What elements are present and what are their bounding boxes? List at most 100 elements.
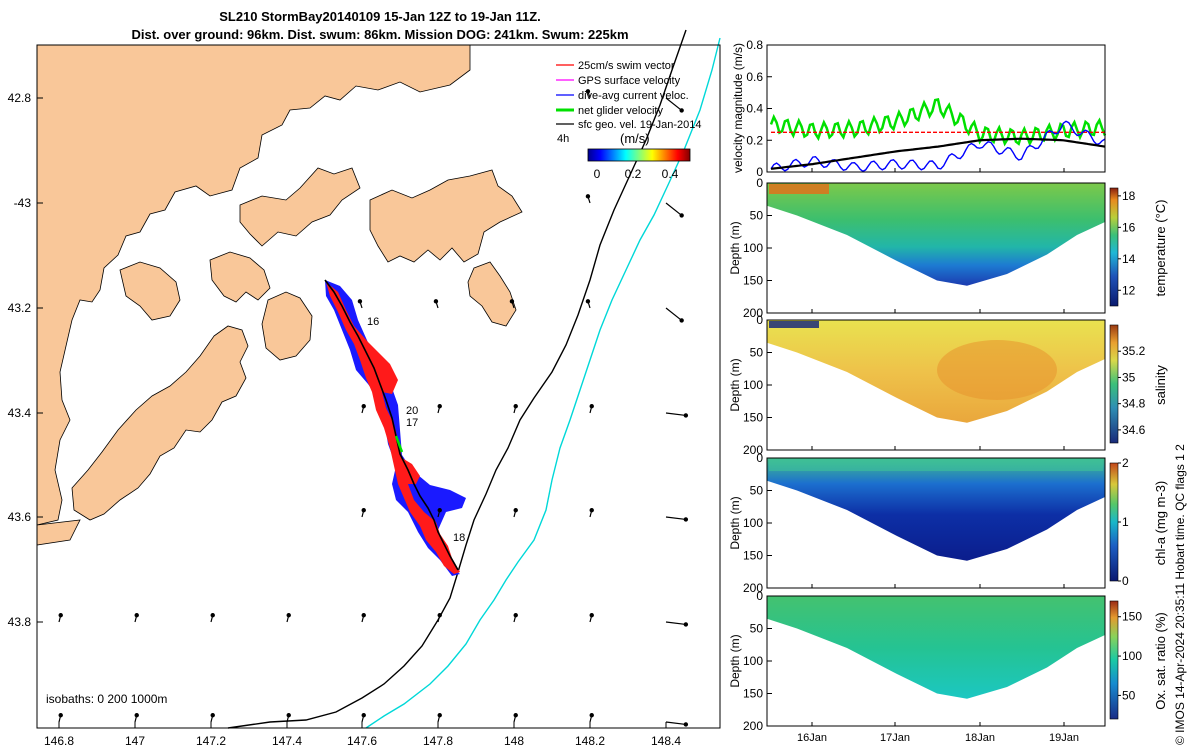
legend-colorbar-title: (m/s)	[620, 131, 650, 146]
legend-sfc-label: sfc geo. vel. 19-Jan-2014	[578, 119, 702, 131]
lat-tick-label: 43.6	[8, 510, 32, 524]
depth-tick-label: 150	[743, 549, 763, 563]
lon-tick-label: 147.8	[423, 734, 453, 748]
sfc-velocity-arrowhead	[509, 299, 515, 304]
colorbar-label: Ox. sat. ratio (%)	[1153, 612, 1168, 710]
depth-ylabel: Depth (m)	[728, 496, 742, 549]
depth-tick-label: 150	[743, 411, 763, 425]
velocity-series-line	[770, 120, 1106, 173]
sfc-velocity-arrowhead	[210, 713, 215, 718]
colorbar-label: salinity	[1153, 365, 1168, 405]
colorbar	[1109, 324, 1119, 444]
depth-tick-label: 50	[750, 622, 764, 636]
depth-tick-label: 0	[756, 313, 763, 327]
colorbar-tick-label: 34.8	[1122, 397, 1146, 411]
lon-tick-label: 146.8	[44, 734, 74, 748]
sfc-velocity-arrowhead	[585, 194, 591, 199]
colorbar-tick-label: 50	[1122, 688, 1136, 702]
lon-tick-label: 147	[125, 734, 145, 748]
time-axis: 16Jan 17Jan 18Jan 19Jan	[797, 168, 1079, 744]
legend-interval: 4h	[557, 133, 569, 145]
depth-tick-label: 0	[756, 589, 763, 603]
map-panel: 16 20 17 18 isobaths: 0 200 1000m 25cm/s…	[8, 29, 721, 748]
sfc-velocity-arrowhead	[513, 508, 518, 513]
sfc-velocity-arrowhead	[513, 713, 518, 718]
depth-tick-label: 100	[743, 378, 763, 392]
velocity-series-line	[769, 98, 1107, 147]
sfc-velocity-arrowhead	[437, 404, 442, 409]
land-peninsula-north	[239, 167, 361, 247]
legend-current-label: dive-avg current veloc.	[578, 90, 689, 102]
sfc-velocity-arrowhead	[361, 404, 366, 409]
sfc-velocity-arrowhead	[58, 713, 63, 718]
sfc-velocity-arrowhead	[683, 622, 689, 627]
legend-net-label: net glider velocity	[578, 105, 663, 117]
lon-tick-label: 148.4	[651, 734, 681, 748]
lon-tick-label: 148	[504, 734, 524, 748]
colorbar	[1109, 187, 1119, 307]
sfc-velocity-arrowhead	[437, 613, 442, 618]
map-axes: 146.8 147 147.2 147.4 147.6 147.8 148 148.2 148.…	[8, 91, 682, 748]
velocity-axis: 0 0.2 0.4 0.6 0.8	[746, 38, 772, 179]
sfc-velocity-arrowhead	[361, 613, 366, 618]
land-south-headland	[209, 251, 271, 303]
sfc-velocity-arrow	[665, 621, 686, 626]
depth-tick-label: 200	[743, 581, 763, 595]
sfc-velocity-arrowhead	[589, 713, 594, 718]
colorbar-tick-0: 0	[594, 167, 601, 181]
sfc-velocity-arrowhead	[679, 318, 684, 323]
day-label-20: 20	[406, 405, 418, 417]
sfc-velocity-arrowhead	[286, 613, 291, 618]
sfc-velocity-arrowhead	[589, 613, 594, 618]
time-tick-label: 17Jan	[880, 732, 910, 744]
lon-tick-label: 147.4	[272, 734, 302, 748]
velocity-panel: 0 0.2 0.4 0.6 0.8 velocity magnitude (m/s)	[731, 38, 1107, 179]
sfc-velocity-arrowhead	[679, 213, 684, 218]
colorbar-tick-label: 18	[1122, 189, 1136, 203]
legend-colorbar	[587, 148, 691, 162]
land-bruny-island	[71, 325, 249, 521]
colorbar-label: temperature (°C)	[1153, 200, 1168, 297]
title-line-1: SL210 StormBay20140109 15-Jan 12Z to 19-…	[219, 9, 541, 24]
depth-tick-label: 200	[743, 443, 763, 457]
sfc-velocity-arrow	[665, 721, 686, 726]
depth-tick-label: 0	[756, 176, 763, 190]
depth-tick-label: 50	[750, 346, 764, 360]
sfc-velocity-arrowhead	[437, 508, 442, 513]
isobath-1000m	[365, 37, 721, 729]
lat-tick-label: 43.4	[8, 406, 32, 420]
depth-ylabel: Depth (m)	[728, 221, 742, 274]
sfc-velocity-arrowhead	[585, 89, 591, 94]
copyright-note: © IMOS 14-Apr-2024 20:35:11 Hobart time.…	[1173, 444, 1187, 745]
sfc-velocity-arrowhead	[683, 413, 689, 418]
warm-surface-patch	[769, 184, 829, 194]
map-frame	[36, 44, 721, 729]
colorbar-tick-label: 14	[1122, 252, 1136, 266]
depth-tick-label: 50	[750, 484, 764, 498]
section-field	[767, 183, 1105, 286]
time-tick-label: 19Jan	[1049, 732, 1079, 744]
lat-tick-label: -43	[14, 196, 32, 210]
land-tasman-peninsula	[467, 261, 517, 327]
sfc-velocity-arrowhead	[433, 299, 439, 304]
chl-surface-patch	[769, 459, 1103, 471]
colorbar-tick-2: 0.4	[662, 167, 679, 181]
section-frame	[766, 457, 1106, 589]
lon-tick-label: 147.2	[196, 734, 226, 748]
title-line-2: Dist. over ground: 96km. Dist. swum: 86k…	[131, 27, 628, 42]
velocity-ytick-label: 0	[756, 165, 763, 179]
lat-tick-label: 43.2	[8, 301, 32, 315]
section-frame	[766, 182, 1106, 314]
section-chla: 0 50 100 150 200 Depth (m) 0 1 2 chl-a (mg m-3)	[728, 451, 1168, 595]
sfc-velocity-arrowhead	[361, 508, 366, 513]
map-legend: 25cm/s swim vector GPS surface velocity …	[556, 60, 702, 181]
colorbar-tick-1: 0.2	[625, 167, 642, 181]
time-tick-label: 18Jan	[965, 732, 995, 744]
swim-vectors	[326, 282, 460, 574]
legend-gps-label: GPS surface velocity	[578, 75, 681, 87]
sfc-velocity-arrowhead	[589, 404, 594, 409]
colorbar	[1109, 462, 1119, 582]
day-label-18: 18	[453, 532, 465, 544]
section-oxygen: 0 50 100 150 200 Depth (m) 50 100 150 Ox. sat. ra…	[728, 589, 1168, 733]
section-salinity: 0 50 100 150 200 Depth (m) 34.6 34.8 35 35.2 salin…	[728, 313, 1168, 457]
